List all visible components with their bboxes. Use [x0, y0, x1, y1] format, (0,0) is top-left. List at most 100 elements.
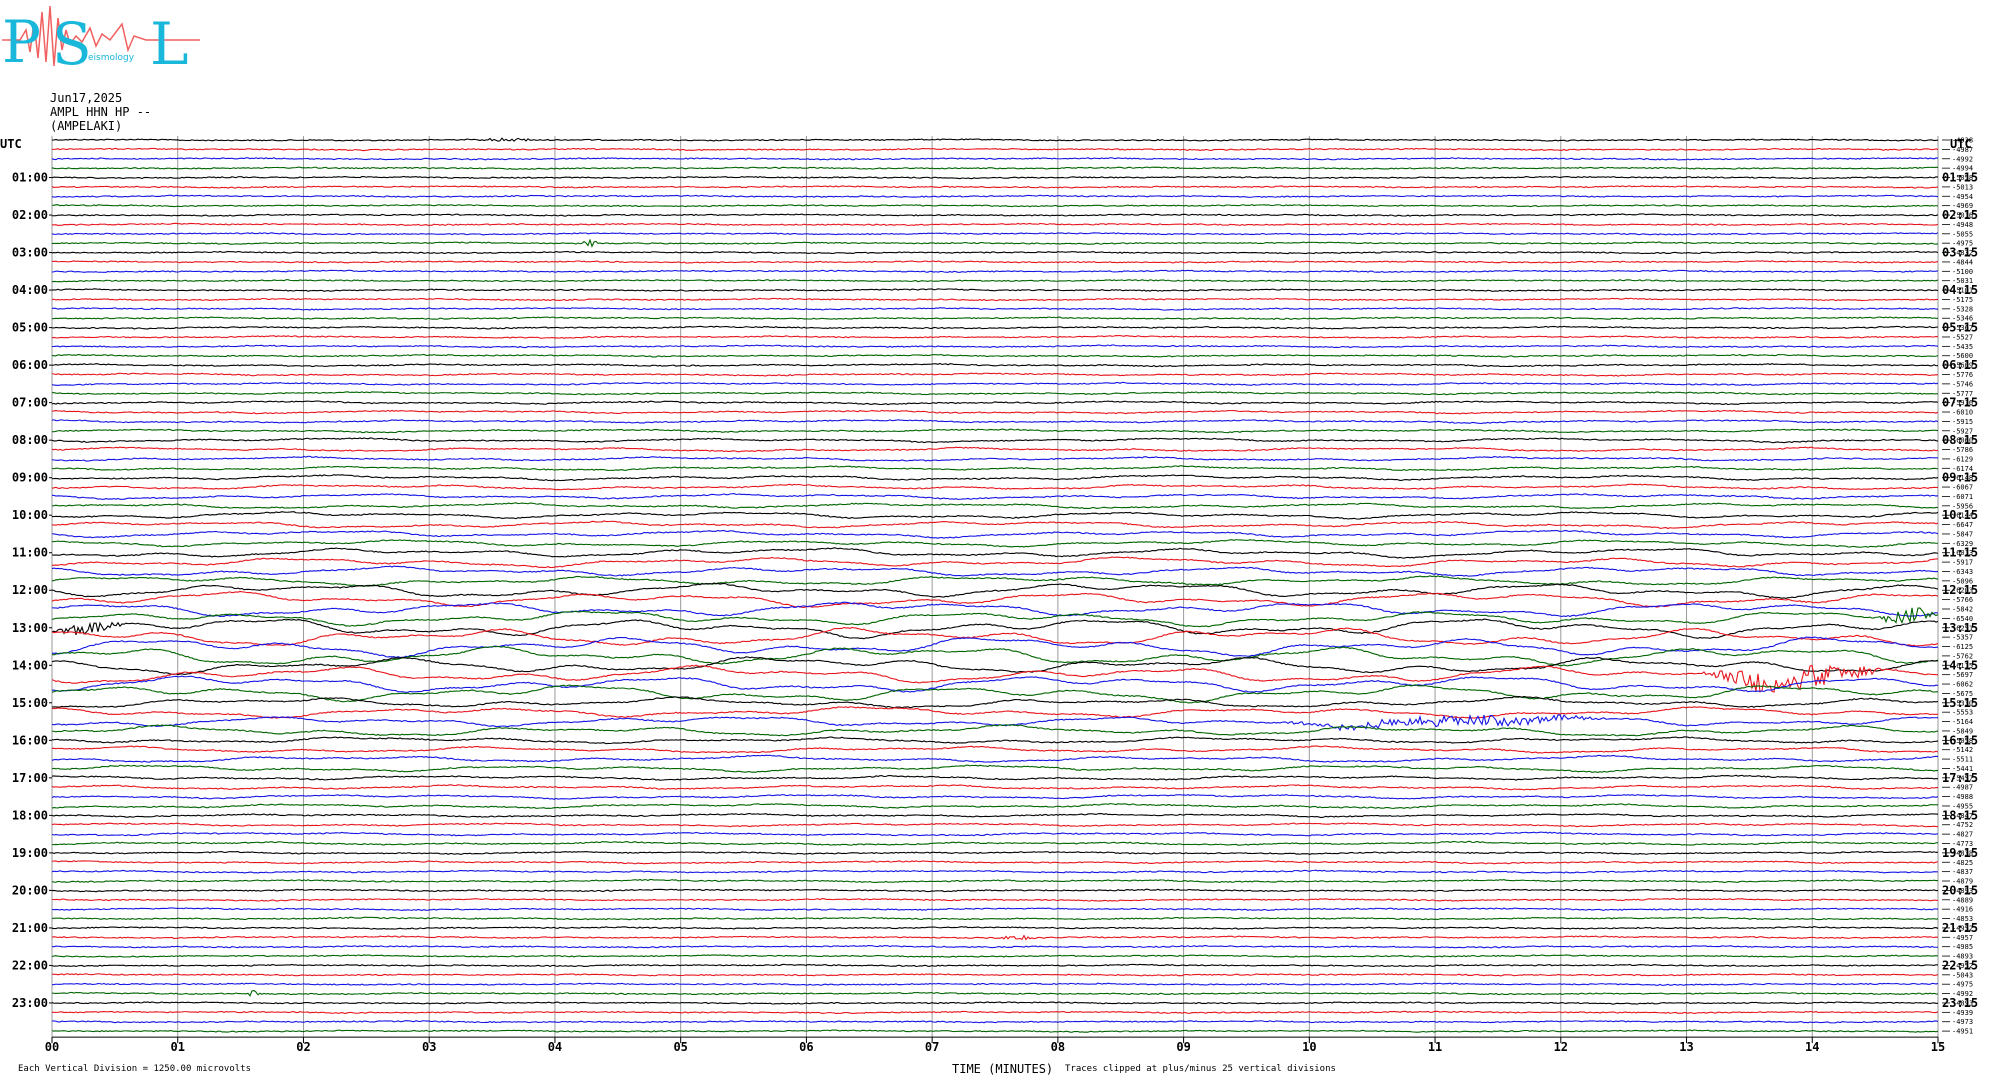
trace-offset-label: -6540 [1952, 615, 1973, 623]
trace-line [51, 850, 1939, 855]
trace-offset-label: -5043 [1952, 971, 1973, 979]
trace-line [51, 1001, 1939, 1005]
trace-offset-label: -5777 [1952, 390, 1973, 398]
trace-line [51, 695, 1939, 709]
trace-offset-label: -6174 [1952, 465, 1973, 473]
x-tick-label: 12 [1554, 1040, 1568, 1054]
hour-label-left: 05:00 [12, 321, 48, 335]
trace-line [51, 381, 1939, 387]
trace-offset-label: -4952 [1952, 962, 1973, 970]
trace-offset-label: -6125 [1952, 643, 1973, 651]
trace-offset-label: -4838 [1952, 849, 1973, 857]
trace-offset-label: -5055 [1952, 230, 1973, 238]
trace-offset-label: -4969 [1952, 202, 1973, 210]
trace-offset-label: -5916 [1952, 399, 1973, 407]
trace-offset-label: -4987 [1952, 146, 1973, 154]
trace-offset-label: -5697 [1952, 671, 1973, 679]
trace-line [51, 260, 1939, 264]
trace-line [51, 520, 1939, 530]
trace-offset-label: -6144 [1952, 512, 1973, 520]
trace-offset-label: -4973 [1952, 1018, 1973, 1026]
trace-offset-label: -4952 [1952, 924, 1973, 932]
hour-label-left: 10:00 [12, 508, 48, 522]
logo-letters: P [2, 8, 41, 72]
trace-offset-label: -6251 [1952, 624, 1973, 632]
scale-note: Each Vertical Division = 1250.00 microvo… [18, 1064, 251, 1074]
hour-label-right: 05:15 [1942, 321, 1978, 335]
trace-line [51, 982, 1939, 986]
trace-offset-label: -6071 [1952, 493, 1973, 501]
trace-line [51, 419, 1939, 424]
hour-label-right: 21:15 [1942, 921, 1978, 935]
logo-letters: S [52, 10, 92, 72]
trace-line [51, 565, 1939, 577]
hour-label-left: 12:00 [12, 583, 48, 597]
trace-line [51, 157, 1939, 161]
hour-label-right: 09:15 [1942, 471, 1978, 485]
trace-line [51, 645, 1939, 667]
trace-line [51, 822, 1939, 828]
trace-line [51, 1020, 1939, 1024]
trace-offset-label: -5849 [1952, 727, 1973, 735]
hour-label-left: 04:00 [12, 283, 48, 297]
trace-line [51, 213, 1939, 217]
logo-subtext: eismology [88, 53, 135, 63]
trace-line [51, 269, 1939, 273]
hour-label-left: 15:00 [12, 696, 48, 710]
trace-line [51, 869, 1939, 874]
trace-line [51, 166, 1939, 170]
trace-offset-label: -6067 [1952, 484, 1973, 492]
trace-offset-label: -4847 [1952, 812, 1973, 820]
x-tick-label: 03 [422, 1040, 436, 1054]
trace-line [51, 926, 1939, 930]
trace-line [51, 582, 1939, 600]
logo-letters: L [150, 10, 189, 72]
trace-offset-label: -5142 [1952, 746, 1973, 754]
trace-offset-label: -5441 [1952, 765, 1973, 773]
trace-offset-label: -4951 [1952, 1028, 1973, 1036]
trace-offset-label: -6343 [1952, 568, 1973, 576]
x-tick-label: 05 [673, 1040, 687, 1054]
trace-line [51, 353, 1939, 358]
trace-line [51, 803, 1939, 809]
hour-label-left: 02:00 [12, 208, 48, 222]
hour-label-left: 06:00 [12, 358, 48, 372]
x-axis-title: TIME (MINUTES) [952, 1062, 1054, 1076]
trace-offset-label: -6013 [1952, 549, 1973, 557]
trace-offset-label: -4992 [1952, 155, 1973, 163]
trace-line [51, 250, 1939, 255]
trace-line [51, 539, 1939, 548]
header-date: Jun17,2025 [50, 91, 123, 105]
trace-line [51, 831, 1939, 837]
trace-line [51, 764, 1939, 774]
trace-line [51, 723, 1939, 737]
trace-line [51, 194, 1939, 198]
x-tick-label: 00 [45, 1040, 59, 1054]
hour-label-right: 02:15 [1942, 208, 1978, 222]
trace-line [51, 372, 1939, 377]
hour-label-right: 06:15 [1942, 358, 1978, 372]
trace-offset-label: -5917 [1952, 559, 1973, 567]
trace-line [51, 288, 1939, 292]
hour-label-left: 11:00 [12, 546, 48, 560]
x-tick-label: 15 [1931, 1040, 1945, 1054]
trace-line [51, 590, 1939, 609]
trace-offset-label: -6203 [1952, 587, 1973, 595]
hour-label-left: 23:00 [12, 996, 48, 1010]
trace-line [51, 297, 1939, 302]
hour-label-right: 11:15 [1942, 546, 1978, 560]
x-tick-label: 08 [1051, 1040, 1065, 1054]
hour-label-left: 03:00 [12, 246, 48, 260]
trace-offset-label: -5175 [1952, 296, 1973, 304]
trace-line [51, 502, 1939, 510]
trace-offset-label: -6129 [1952, 455, 1973, 463]
trace-offset-label: -4879 [1952, 878, 1973, 886]
trace-offset-label: -5600 [1952, 352, 1973, 360]
trace-offset-label: -5031 [1952, 277, 1973, 285]
trace-line [51, 934, 1939, 941]
trace-offset-label: -5786 [1952, 446, 1973, 454]
trace-line [51, 409, 1939, 415]
hour-label-right: 16:15 [1942, 733, 1978, 747]
trace-offset-label: -4773 [1952, 840, 1973, 848]
hour-label-right: 17:15 [1942, 771, 1978, 785]
